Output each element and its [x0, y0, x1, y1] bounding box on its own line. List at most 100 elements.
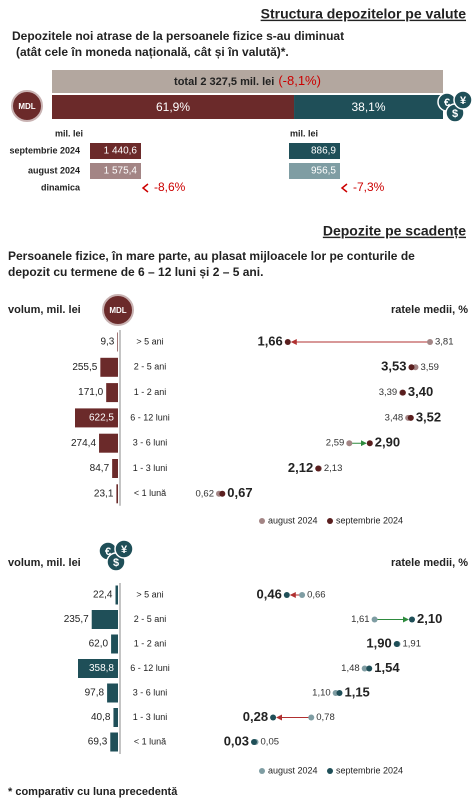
rate-dot — [283, 592, 290, 598]
category-label: 1 - 3 luni — [133, 463, 168, 473]
legend-label: august 2024 — [268, 515, 318, 525]
rate-dot — [408, 364, 415, 371]
row-label: septembrie 2024 — [9, 145, 80, 155]
volume-bar — [91, 610, 118, 629]
total-bar — [52, 70, 443, 93]
rate-label-value: 1,91 — [402, 639, 421, 650]
badge-label: MDL — [109, 306, 126, 315]
rate-label-value: 3,40 — [408, 384, 433, 399]
legend-dot — [327, 768, 333, 774]
volume-label-value: 23,1 — [94, 488, 114, 499]
volume-label-value: 171,0 — [78, 387, 103, 398]
rate-dot — [407, 414, 414, 421]
volume-label: volum, mil. lei — [8, 557, 81, 569]
rate-dot — [409, 616, 415, 623]
footnote: * comparativ cu luna precedentă — [8, 786, 178, 798]
subtitle: depozit cu termene de 6 – 12 luni și 2 –… — [8, 265, 263, 279]
legend-dot — [259, 768, 265, 774]
rate-dot — [393, 641, 400, 647]
cell-value: 1 575,4 — [104, 166, 138, 177]
category-label: 1 - 2 ani — [134, 387, 167, 397]
rate-label-value: 3,48 — [385, 412, 404, 423]
rate-dot — [361, 665, 368, 672]
category-label: 1 - 3 luni — [133, 712, 168, 722]
legend-label: septembrie 2024 — [336, 515, 403, 525]
cell-value: 1 440,6 — [104, 146, 138, 157]
rate-label-value: 2,10 — [417, 611, 442, 626]
rate-dot — [399, 389, 406, 396]
cell-bg — [289, 163, 340, 179]
volume-label-value: 358,8 — [89, 663, 114, 674]
badge — [102, 294, 134, 326]
rate-label-value: 0,03 — [224, 733, 249, 748]
icon-symbol: € — [444, 97, 450, 109]
volume-bar — [113, 708, 118, 727]
volume-bar — [99, 433, 118, 453]
rate-label-value: 0,62 — [196, 488, 215, 499]
rate-label-value: 3,52 — [416, 409, 441, 424]
icon-symbol: € — [105, 546, 111, 558]
rate-label-value: 0,66 — [307, 590, 326, 601]
rate-label-value: 1,61 — [351, 614, 370, 625]
category-label: < 1 lună — [134, 488, 166, 498]
rate-label-value: 2,59 — [326, 438, 345, 449]
badge — [11, 90, 43, 122]
rate-dot — [315, 465, 322, 472]
volume-label: volum, mil. lei — [8, 304, 81, 316]
rate-dot — [427, 339, 433, 345]
category-label: 2 - 5 ani — [134, 614, 167, 624]
category-label: 3 - 6 luni — [133, 687, 168, 697]
volume-label-value: 22,4 — [93, 590, 113, 601]
rate-label-value: 0,05 — [261, 737, 280, 748]
rate-dot — [219, 490, 226, 497]
cell-bg — [90, 143, 141, 159]
rate-dot — [284, 339, 291, 345]
subtitle: Persoanele fizice, în mare parte, au pla… — [8, 249, 415, 263]
rate-label-value: 0,28 — [243, 709, 268, 724]
rate-label-value: 3,59 — [420, 362, 439, 373]
rate-label-value: 2,12 — [288, 460, 313, 475]
legend-label: august 2024 — [268, 765, 318, 775]
volume-label-value: 622,5 — [89, 413, 114, 424]
rate-label-value: 2,13 — [324, 463, 343, 474]
cell-bg — [289, 143, 340, 159]
rate-dot — [299, 592, 306, 598]
volume-bar — [110, 732, 118, 752]
icon-symbol: ¥ — [121, 544, 128, 556]
volume-bar — [117, 332, 118, 352]
volume-bar — [75, 408, 118, 428]
row-label: dinamica — [41, 182, 81, 192]
volume-bar — [111, 634, 118, 654]
rate-label-value: 0,46 — [257, 586, 282, 601]
rate-dot — [371, 616, 378, 623]
unit-label: mil. lei — [55, 128, 83, 138]
volume-label-value: 97,8 — [85, 688, 105, 699]
volume-label-value: 40,8 — [91, 712, 111, 723]
volume-label-value: 274,4 — [71, 438, 96, 449]
icon-coin — [114, 539, 134, 559]
rate-label-value: 2,90 — [375, 435, 400, 450]
volume-label-value: 62,0 — [89, 639, 109, 650]
rate-label-value: 1,48 — [341, 663, 360, 674]
volume-label-value: 255,5 — [72, 362, 97, 373]
category-label: 6 - 12 luni — [130, 412, 170, 422]
volume-bar — [78, 659, 118, 678]
volume-bar — [116, 484, 118, 504]
rate-label-value: 3,53 — [381, 359, 406, 374]
rate-dot — [366, 665, 373, 672]
legend-dot — [327, 518, 333, 524]
category-label: < 1 lună — [134, 736, 166, 746]
cell-value: 956,5 — [311, 166, 336, 177]
volume-bar — [106, 383, 118, 403]
share-label: 61,9% — [156, 100, 190, 114]
section-title: Depozite pe scadențe — [323, 223, 466, 239]
change-arrow — [340, 183, 348, 193]
rate-label-value: 3,39 — [379, 387, 398, 398]
rate-label-value: 1,54 — [374, 660, 400, 675]
category-label: > 5 ani — [136, 589, 163, 599]
volume-bar — [100, 357, 118, 377]
cell-change: -8,6% — [154, 180, 186, 194]
row-label: august 2024 — [28, 165, 80, 175]
rate-label: ratele medii, % — [391, 557, 468, 569]
share-label: 38,1% — [351, 100, 385, 114]
